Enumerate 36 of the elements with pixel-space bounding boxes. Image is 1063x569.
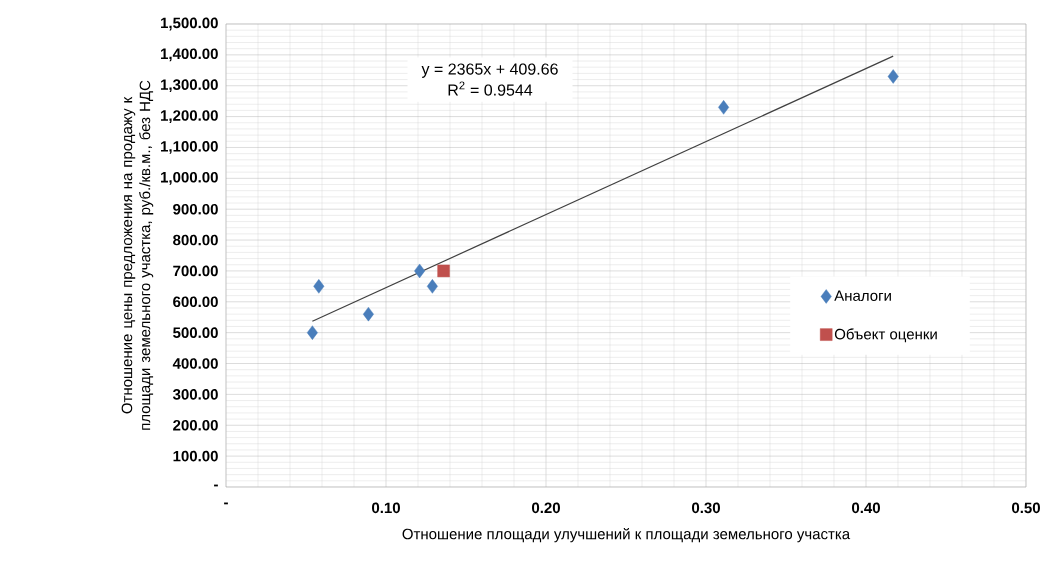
x-tick-label: 0.30: [692, 502, 720, 514]
annotation: R$^{2}$ = 0.9544: [448, 81, 533, 96]
y-tick-label: 800.00: [173, 234, 218, 246]
y-tick-label: 1,000.00: [161, 171, 218, 185]
legend-label: Аналоги: [834, 290, 891, 301]
y-tick-label: 200.00: [173, 419, 218, 431]
x-tick-label: -: [224, 502, 228, 505]
x-tick-label: 0.10: [372, 502, 400, 514]
y-tick-label: 500.00: [173, 327, 218, 338]
y-tick-label: 1,500.00: [161, 17, 218, 31]
x-tick-label: 0.40: [852, 502, 880, 514]
y-tick-label: -: [214, 484, 218, 487]
point: [718, 100, 730, 115]
legend-label: Объект оценки: [834, 328, 937, 343]
annotation: y = 2365x + 409.66: [421, 63, 558, 78]
y-tick-label: 400.00: [172, 358, 218, 369]
x-axis-title: Отношение площади улучшений к площади земельного участка: [402, 528, 851, 543]
y-axis-title: Отношение цены предложения на продажу к площади земельного участка, руб./кв.м., без НДС: [121, 80, 154, 430]
y-tick-label: 900.00: [173, 203, 218, 215]
point: [426, 279, 438, 294]
x-tick-label: 0.50: [1012, 502, 1040, 514]
y-tick-label: 700.00: [173, 265, 218, 277]
y-tick-label: 600.00: [173, 296, 218, 308]
y-tick-label: 1,100.00: [161, 141, 218, 154]
point: [313, 279, 325, 294]
y-tick-label: 1,300.00: [161, 79, 218, 93]
point: [306, 325, 318, 340]
point: [414, 263, 426, 279]
point: [362, 306, 374, 322]
point: [437, 264, 450, 278]
y-tick-label: 100.00: [173, 450, 218, 462]
x-tick-label: 0.20: [532, 502, 560, 514]
point: [887, 69, 899, 84]
y-tick-label: 1,400.00: [161, 48, 218, 62]
y-tick-label: 1,200.00: [161, 110, 218, 123]
y-tick-label: 300.00: [172, 389, 218, 400]
